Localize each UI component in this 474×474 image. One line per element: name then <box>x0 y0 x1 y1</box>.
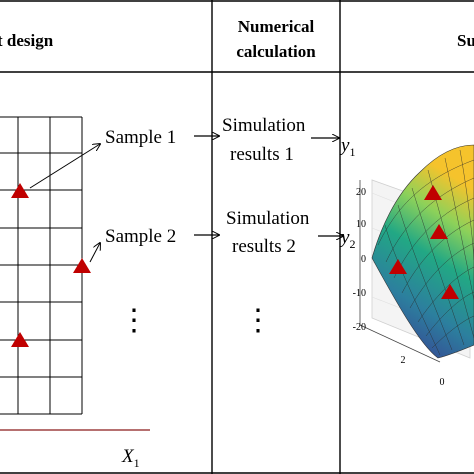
simulation-2-line2: results 2 <box>232 236 296 257</box>
simulation-2-line1: Simulation <box>226 208 310 229</box>
z-tick: 20 <box>356 187 366 198</box>
response-surface <box>371 144 474 359</box>
sample-connectors <box>29 144 100 263</box>
sample-2-label: Sample 2 <box>105 226 176 247</box>
surface-marker <box>430 224 448 239</box>
x-tick: 2 <box>401 355 406 366</box>
header-experiment-design: t design <box>0 31 54 50</box>
output-y1-label: y1 <box>339 135 355 159</box>
sample-to-simulation-arrows <box>194 136 219 235</box>
sample-marker <box>11 332 29 347</box>
sample-ellipsis: ⋮ <box>119 304 149 337</box>
sample-markers <box>11 183 91 347</box>
simulation-to-surface-arrows <box>311 138 343 236</box>
sample-marker <box>11 183 29 198</box>
x-tick: 0 <box>440 377 445 388</box>
simulation-ellipsis: ⋮ <box>243 304 273 337</box>
simulation-1-line2: results 1 <box>230 144 294 165</box>
x-axis-ticks: 2 0 <box>401 355 445 388</box>
header-surrogate: Su <box>457 31 474 50</box>
surface-mesh <box>377 149 474 356</box>
z-tick: -10 <box>353 288 366 299</box>
header-calculation: calculation <box>236 42 316 61</box>
plot-floor-axis <box>359 324 441 363</box>
surface-marker <box>389 259 407 274</box>
simulation-1-line1: Simulation <box>222 115 306 136</box>
sampling-grid <box>0 116 83 415</box>
z-tick: 0 <box>361 254 366 265</box>
sample-marker <box>73 258 91 273</box>
surface-sample-markers <box>389 185 459 299</box>
axis-x-label: X1 <box>121 446 140 470</box>
sample-1-label: Sample 1 <box>105 127 176 148</box>
surface-marker <box>424 185 442 200</box>
output-y2-label: y2 <box>339 227 355 251</box>
z-axis-ticks: 20 10 0 -10 -20 <box>353 187 366 333</box>
z-tick: 10 <box>356 219 366 230</box>
header-numerical: Numerical <box>238 17 315 36</box>
response-surface-plot: 20 10 0 -10 -20 2 0 <box>353 144 474 388</box>
z-tick: -20 <box>353 322 366 333</box>
surface-marker <box>441 284 459 299</box>
